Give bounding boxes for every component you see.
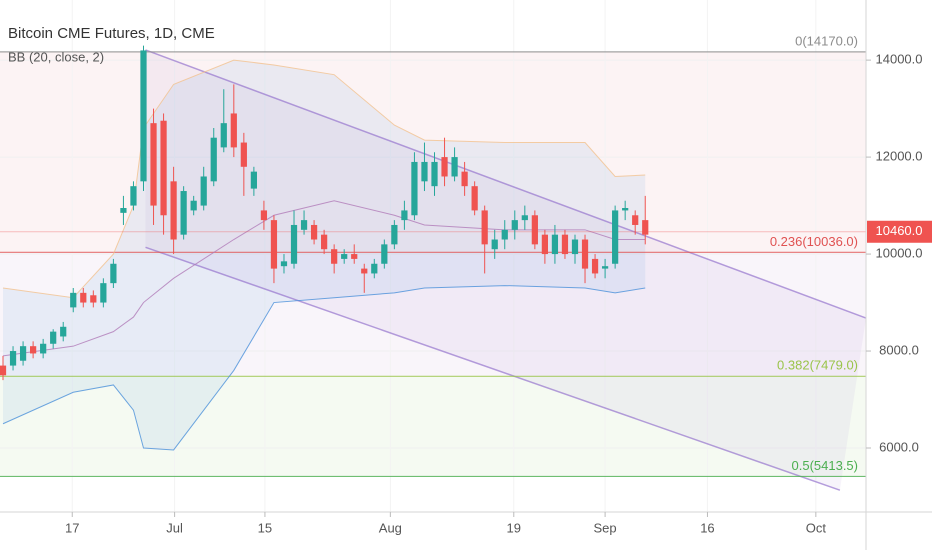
- candle-body: [60, 326, 67, 337]
- x-tick-label: Oct: [806, 520, 827, 535]
- candle-body: [270, 220, 278, 269]
- fib-label: 0.382(7479.0): [777, 358, 858, 373]
- candle-body: [230, 113, 237, 148]
- candle-body: [190, 200, 197, 211]
- y-tick-label: 14000.0: [876, 52, 923, 67]
- candle-body: [642, 220, 649, 235]
- candle-body: [622, 208, 629, 211]
- x-tick-label: 17: [65, 520, 79, 535]
- channel-line: [145, 246, 841, 491]
- candle-body: [391, 224, 398, 245]
- candle-body: [310, 224, 318, 240]
- candle-body: [40, 343, 47, 354]
- candle-body: [160, 120, 167, 216]
- y-tick-label: 8000.0: [879, 342, 919, 357]
- candle-body: [612, 210, 619, 264]
- fib-label: 0.236(10036.0): [770, 234, 858, 249]
- candle-body: [30, 346, 37, 354]
- last-price-tag: [867, 220, 932, 243]
- candle-body: [280, 261, 288, 267]
- candle-body: [130, 186, 137, 206]
- last-price-label: 10460.0: [876, 223, 923, 238]
- candle-body: [9, 351, 17, 366]
- candle-body: [581, 239, 589, 269]
- candle-body: [451, 157, 458, 177]
- candle-body: [501, 229, 508, 240]
- candle-body: [461, 171, 468, 187]
- bb-upper: [2, 59, 646, 299]
- candle-body: [200, 176, 207, 206]
- y-tick-label: 6000.0: [879, 439, 919, 454]
- candle-body: [521, 215, 528, 221]
- candle-body: [170, 181, 177, 240]
- y-tick-label: 12000.0: [876, 149, 923, 164]
- candle-body: [90, 295, 97, 303]
- candle-body: [180, 191, 187, 235]
- candle-body: [341, 254, 348, 259]
- candle-body: [421, 161, 428, 182]
- fib-label: 0.5(5413.5): [792, 458, 859, 473]
- candle-body: [561, 234, 569, 255]
- candle-body: [632, 215, 639, 225]
- candle-body: [601, 266, 609, 269]
- candle-body: [431, 161, 438, 187]
- candle-body: [120, 208, 127, 213]
- candle-body: [351, 254, 358, 259]
- fib-label: 0(14170.0): [795, 33, 858, 48]
- fib-zone: [0, 252, 866, 377]
- candle-body: [290, 224, 298, 264]
- x-tick-label: 19: [507, 520, 521, 535]
- candle-body: [531, 215, 538, 245]
- x-tick-label: 15: [258, 520, 272, 535]
- x-tick-label: Aug: [379, 520, 402, 535]
- candle-body: [220, 123, 227, 148]
- candle-body: [150, 123, 157, 206]
- chart-title: Bitcoin CME Futures, 1D, CME: [8, 25, 215, 42]
- y-tick-label: 10000.0: [876, 245, 923, 260]
- x-tick-label: Jul: [166, 520, 183, 535]
- candle-body: [411, 161, 418, 216]
- channel-fill: [145, 49, 867, 491]
- channel-line: [145, 49, 867, 319]
- x-tick-label: 16: [700, 520, 714, 535]
- candle-body: [80, 292, 87, 303]
- fib-zone: [0, 376, 866, 477]
- candle-body: [571, 239, 579, 255]
- candle-body: [70, 292, 77, 308]
- x-tick-label: Sep: [594, 520, 617, 535]
- candle-body: [0, 365, 7, 376]
- candle-body: [110, 263, 117, 284]
- indicator-label: BB (20, close, 2): [8, 49, 104, 64]
- candle-body: [481, 210, 488, 245]
- candle-body: [511, 220, 518, 230]
- candle-body: [401, 210, 408, 221]
- candle-body: [321, 234, 328, 250]
- candle-body: [331, 249, 338, 264]
- candle-body: [140, 50, 147, 182]
- candle-body: [260, 210, 268, 221]
- candle-body: [100, 283, 107, 303]
- candle-body: [361, 268, 368, 274]
- candle-body: [441, 157, 448, 177]
- candle-body: [471, 186, 478, 211]
- candle-body: [371, 263, 378, 274]
- candle-body: [240, 142, 247, 167]
- candle-body: [50, 331, 57, 344]
- candle-body: [381, 244, 388, 264]
- candle-body: [591, 258, 599, 274]
- bb-lower: [2, 285, 646, 451]
- candle-body: [250, 171, 257, 189]
- candle-body: [491, 239, 498, 250]
- candle-body: [19, 346, 27, 361]
- candle-body: [551, 234, 559, 255]
- candle-body: [210, 137, 217, 182]
- candle-body: [541, 234, 548, 255]
- candle-body: [300, 220, 308, 230]
